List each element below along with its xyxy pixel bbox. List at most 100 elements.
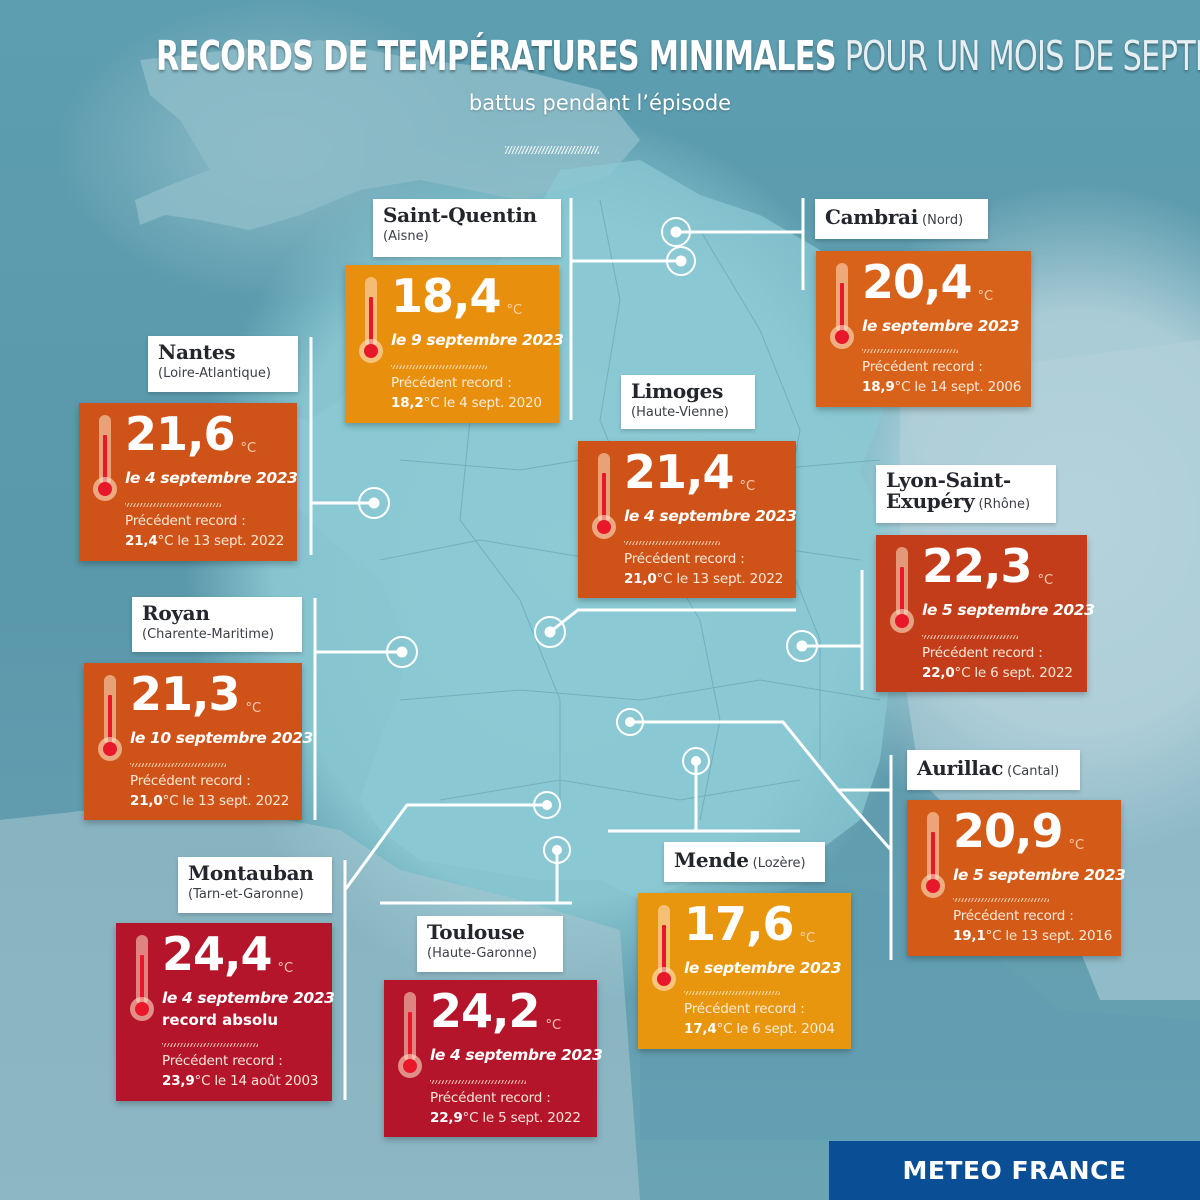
previous-record-label: Précédent record : <box>862 359 983 375</box>
unit-label: °C <box>506 303 523 318</box>
royan-label: Royan (Charente-Maritime) <box>132 597 302 652</box>
previous-record-label: Précédent record : <box>125 513 246 529</box>
meteo-france-logo: METEO FRANCE <box>829 1141 1200 1200</box>
previous-record-label: Précédent record : <box>391 375 512 391</box>
hatch-divider <box>953 898 1049 902</box>
england-landmass <box>135 40 640 230</box>
previous-record-date: °C le 5 sept. 2022 <box>462 1110 581 1126</box>
previous-record-date: °C le 6 sept. 2004 <box>716 1021 835 1037</box>
toulouse-record-card: 24,2 °C le 4 septembre 2023 Précédent rec… <box>384 980 603 1137</box>
previous-record-value: 21,0°C le 13 sept. 2022 <box>130 793 289 809</box>
hatch-divider <box>862 349 958 353</box>
record-date: le 5 septembre 2023 <box>922 601 1095 619</box>
montauban-record-card: 24,4 °C le 4 septembre 2023 record absolu… <box>116 923 335 1101</box>
previous-record-value: 17,4°C le 6 sept. 2004 <box>684 1021 835 1037</box>
previous-record-temp: 21,0 <box>624 571 657 587</box>
thermometer-icon <box>359 277 383 363</box>
record-date: le 5 septembre 2023 <box>953 866 1126 884</box>
marker-lyon <box>786 630 818 662</box>
page-title: RECORDS DE TEMPÉRATURES MINIMALES POUR U… <box>156 32 1200 80</box>
unit-label: °C <box>739 479 756 494</box>
hatch-divider <box>125 503 221 507</box>
department-name: (Haute-Vienne) <box>631 404 729 420</box>
thermometer-icon <box>921 812 945 898</box>
nantes-record-card: 21,6 °C le 4 septembre 2023 Précédent rec… <box>79 403 298 561</box>
absolute-record-badge: record absolu <box>162 1011 279 1029</box>
department-name: (Rhône) <box>978 497 1031 512</box>
unit-label: °C <box>277 961 294 976</box>
saint-quentin-record-card: 18,4 °C le 9 septembre 2023 Précédent rec… <box>345 265 564 423</box>
previous-record-date: °C le 13 sept. 2022 <box>656 571 784 587</box>
previous-record-value: 18,2°C le 4 sept. 2020 <box>391 395 542 411</box>
unit-label: °C <box>240 441 257 456</box>
previous-record-temp: 21,0 <box>130 793 163 809</box>
nantes-label: Nantes (Loire-Atlantique) <box>148 336 298 392</box>
montauban-label: Montauban (Tarn-et-Garonne) <box>178 857 332 913</box>
city-name: Royan <box>142 601 210 625</box>
limoges-record-card: 21,4 °C le 4 septembre 2023 Précédent rec… <box>578 441 797 598</box>
hatch-divider <box>130 763 226 767</box>
mende-label: Mende (Lozère) <box>664 842 825 882</box>
department-name: (Haute-Garonne) <box>427 945 537 961</box>
saint-quentin-label: Saint-Quentin (Aisne) <box>373 199 561 257</box>
previous-record-label: Précédent record : <box>922 645 1043 661</box>
record-temperature: 18,4 <box>391 269 501 323</box>
thermometer-icon <box>592 453 616 539</box>
mende-record-card: 17,6 °C le septembre 2023 Précédent recor… <box>638 893 851 1049</box>
montauban-connector <box>343 803 547 891</box>
marker-nantes <box>358 487 390 519</box>
previous-record-date: °C le 14 sept. 2006 <box>894 379 1022 395</box>
marker-limoges <box>534 616 566 648</box>
hatch-divider <box>430 1080 526 1084</box>
department-name: (Tarn-et-Garonne) <box>188 886 304 902</box>
city-name: Limoges <box>631 379 724 403</box>
record-temperature: 22,3 <box>922 539 1032 593</box>
unit-label: °C <box>977 289 994 304</box>
hatch-divider <box>684 991 780 995</box>
previous-record-label: Précédent record : <box>162 1053 283 1069</box>
previous-record-value: 22,0°C le 6 sept. 2022 <box>922 665 1073 681</box>
department-name: (Aisne) <box>383 228 429 244</box>
city-name: Nantes <box>158 340 236 364</box>
city-name-line1: Lyon-Saint- <box>886 468 1011 492</box>
city-name: Montauban <box>188 861 314 885</box>
department-name: (Loire-Atlantique) <box>158 365 271 381</box>
marker-cambrai <box>661 217 691 247</box>
record-temperature: 24,4 <box>162 927 272 981</box>
city-name: Cambrai <box>825 205 919 229</box>
previous-record-date: °C le 13 sept. 2016 <box>985 928 1113 944</box>
department-name: (Charente-Maritime) <box>142 626 275 642</box>
marker-toulouse <box>543 836 571 864</box>
aurillac-connector-diag <box>836 789 893 851</box>
record-temperature: 21,3 <box>130 667 240 721</box>
title-bold: RECORDS DE TEMPÉRATURES MINIMALES <box>156 32 837 80</box>
previous-record-temp: 17,4 <box>684 1021 717 1037</box>
unit-label: °C <box>245 701 262 716</box>
marker-saint-quentin <box>666 246 696 276</box>
previous-record-label: Précédent record : <box>953 908 1074 924</box>
marker-royan <box>386 636 418 668</box>
hatch-divider <box>391 365 487 369</box>
marker-mende <box>682 747 710 775</box>
thermometer-icon <box>130 935 154 1021</box>
record-date: le 4 septembre 2023 <box>162 989 335 1007</box>
thermometer-icon <box>98 675 122 761</box>
previous-record-temp: 21,4 <box>125 533 158 549</box>
previous-record-date: °C le 13 sept. 2022 <box>157 533 285 549</box>
previous-record-temp: 18,2 <box>391 395 424 411</box>
title-light: POUR UN MOIS DE SEPTEMBRE <box>844 32 1200 80</box>
city-name: Saint-Quentin <box>383 203 537 227</box>
city-name: Toulouse <box>427 920 525 944</box>
previous-record-value: 23,9°C le 14 août 2003 <box>162 1073 318 1089</box>
station-markers <box>358 217 818 864</box>
previous-record-label: Précédent record : <box>684 1001 805 1017</box>
previous-record-temp: 23,9 <box>162 1073 195 1089</box>
thermometer-icon <box>890 547 914 633</box>
previous-record-label: Précédent record : <box>624 551 745 567</box>
royan-record-card: 21,3 °C le 10 septembre 2023 Précédent re… <box>84 663 313 820</box>
hatch-divider <box>624 541 720 545</box>
marker-montauban <box>533 791 561 819</box>
city-name: Mende <box>674 848 749 872</box>
hatch-divider <box>922 635 1018 639</box>
previous-record-temp: 19,1 <box>953 928 986 944</box>
